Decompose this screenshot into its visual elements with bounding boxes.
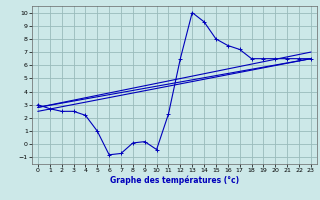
X-axis label: Graphe des températures (°c): Graphe des températures (°c) bbox=[110, 176, 239, 185]
